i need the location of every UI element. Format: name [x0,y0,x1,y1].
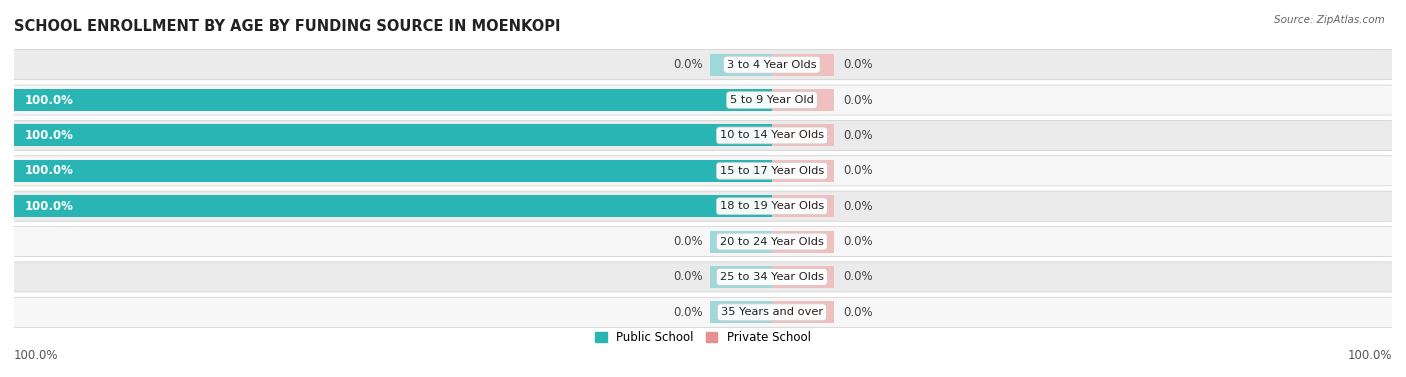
Text: 0.0%: 0.0% [844,200,873,213]
FancyBboxPatch shape [4,297,1402,327]
FancyBboxPatch shape [4,120,1402,150]
Bar [772,266,834,288]
Text: 0.0%: 0.0% [844,93,873,107]
Bar [772,195,834,217]
Bar [710,231,772,253]
Text: SCHOOL ENROLLMENT BY AGE BY FUNDING SOURCE IN MOENKOPI: SCHOOL ENROLLMENT BY AGE BY FUNDING SOUR… [14,19,561,34]
Text: 3 to 4 Year Olds: 3 to 4 Year Olds [727,60,817,70]
Bar [710,266,772,288]
Text: 100.0%: 100.0% [25,200,75,213]
FancyBboxPatch shape [4,50,1402,80]
Text: 0.0%: 0.0% [673,306,703,319]
Text: 20 to 24 Year Olds: 20 to 24 Year Olds [720,236,824,247]
Bar [14,124,772,146]
Bar [772,231,834,253]
Text: 0.0%: 0.0% [844,270,873,284]
Text: 18 to 19 Year Olds: 18 to 19 Year Olds [720,201,824,211]
Text: 15 to 17 Year Olds: 15 to 17 Year Olds [720,166,824,176]
Bar [772,124,834,146]
Text: 100.0%: 100.0% [1347,349,1392,362]
Text: 0.0%: 0.0% [844,306,873,319]
FancyBboxPatch shape [4,227,1402,257]
Text: 100.0%: 100.0% [14,349,59,362]
Bar [14,89,772,111]
Text: 35 Years and over: 35 Years and over [721,307,823,317]
Text: 0.0%: 0.0% [673,235,703,248]
Text: 0.0%: 0.0% [673,58,703,71]
Text: 0.0%: 0.0% [673,270,703,284]
Text: 10 to 14 Year Olds: 10 to 14 Year Olds [720,130,824,141]
FancyBboxPatch shape [4,85,1402,115]
Bar [14,195,772,217]
FancyBboxPatch shape [4,191,1402,221]
Text: 25 to 34 Year Olds: 25 to 34 Year Olds [720,272,824,282]
Text: 0.0%: 0.0% [844,235,873,248]
Bar [710,54,772,76]
Legend: Public School, Private School: Public School, Private School [591,326,815,349]
Bar [710,301,772,323]
Text: 0.0%: 0.0% [844,129,873,142]
Bar [14,160,772,182]
Bar [772,160,834,182]
Text: 5 to 9 Year Old: 5 to 9 Year Old [730,95,814,105]
Bar [772,301,834,323]
FancyBboxPatch shape [4,262,1402,292]
Text: 100.0%: 100.0% [25,93,75,107]
Text: 0.0%: 0.0% [844,58,873,71]
Bar [772,89,834,111]
Text: 0.0%: 0.0% [844,164,873,177]
FancyBboxPatch shape [4,156,1402,186]
Text: 100.0%: 100.0% [25,129,75,142]
Bar [772,54,834,76]
Text: 100.0%: 100.0% [25,164,75,177]
Text: Source: ZipAtlas.com: Source: ZipAtlas.com [1274,15,1385,25]
